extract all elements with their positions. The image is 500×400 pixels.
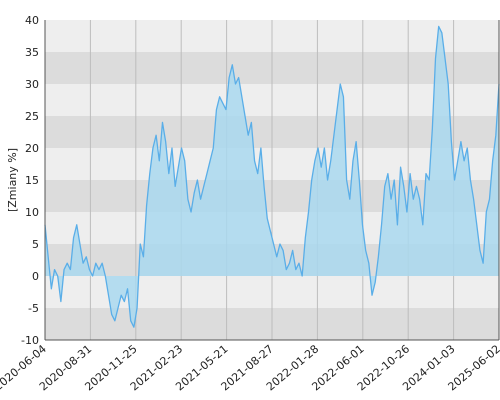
- axes: [44, 20, 500, 341]
- y-tick-label-4: 10: [25, 206, 39, 219]
- y-tick-label-7: 25: [25, 110, 39, 123]
- y-axis-title: [Zmiany %]: [6, 148, 19, 212]
- y-tick-label-9: 35: [25, 46, 39, 59]
- series-area: [44, 25, 500, 328]
- y-tick-label-1: -5: [28, 302, 39, 315]
- y-tick-labels: -10 -5 0 5 10 15 20 25 30 35 40: [21, 14, 39, 347]
- y-tick-label-3: 5: [32, 238, 39, 251]
- y-tick-label-8: 30: [25, 78, 39, 91]
- series-fill-area: [45, 26, 499, 328]
- y-tick-label-0: -10: [21, 334, 39, 347]
- x-tick-labels: 2020-06-042020-08-312020-11-252021-02-23…: [0, 342, 500, 393]
- y-tick-label-10: 40: [25, 14, 39, 27]
- y-tick-label-2: 0: [32, 270, 39, 283]
- y-tick-label-5: 15: [25, 174, 39, 187]
- series-line: [44, 25, 500, 328]
- y-tick-label-6: 20: [25, 142, 39, 155]
